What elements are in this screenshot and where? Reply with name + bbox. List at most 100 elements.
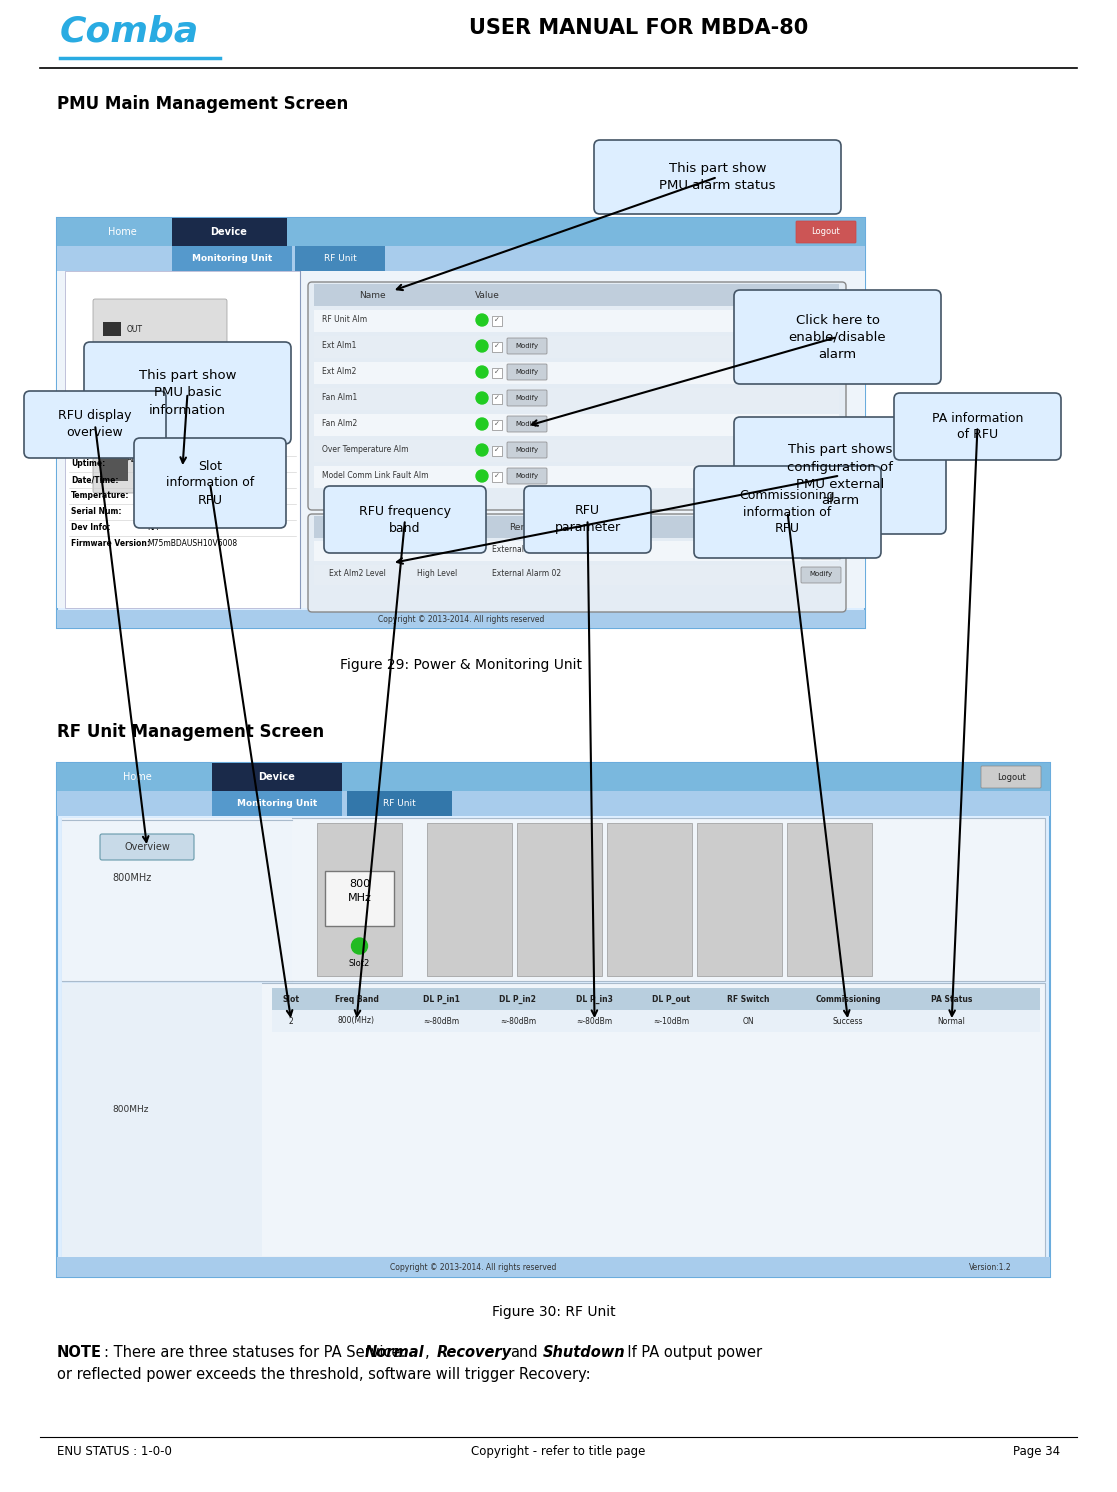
FancyBboxPatch shape [295,246,385,272]
Text: DL P_in1: DL P_in1 [422,995,459,1004]
FancyBboxPatch shape [507,468,547,483]
Text: NOTE: NOTE [57,1344,102,1361]
FancyBboxPatch shape [103,374,121,388]
Text: Value: Value [475,291,499,300]
Text: RFU display
overview: RFU display overview [58,409,132,440]
Text: mBDA: mBDA [147,443,171,452]
FancyBboxPatch shape [324,486,486,554]
Text: Overview: Overview [124,841,170,852]
FancyBboxPatch shape [491,421,502,430]
Text: OUT: OUT [127,324,143,334]
Text: Ext Alm1: Ext Alm1 [322,342,356,351]
Text: Home: Home [123,771,152,782]
Text: Temperature:: Temperature: [71,491,130,500]
FancyBboxPatch shape [212,791,342,816]
FancyBboxPatch shape [308,515,846,612]
FancyBboxPatch shape [314,363,839,383]
Text: 800: 800 [349,879,370,889]
FancyBboxPatch shape [607,824,693,976]
Text: Commissioning: Commissioning [815,995,880,1004]
FancyBboxPatch shape [491,446,502,457]
Text: ✓: ✓ [494,369,500,374]
Text: PA information
of RFU: PA information of RFU [932,412,1023,442]
FancyBboxPatch shape [57,762,1050,1277]
Text: ✓: ✓ [494,316,500,322]
Text: Copyright - refer to title page: Copyright - refer to title page [471,1444,646,1458]
Text: Home: Home [107,227,136,237]
FancyBboxPatch shape [84,342,292,445]
Text: High Level: High Level [417,570,457,579]
FancyBboxPatch shape [507,416,547,433]
Text: Click here to
enable/disable
alarm: Click here to enable/disable alarm [789,313,886,361]
Text: RF Unit: RF Unit [324,254,356,263]
Text: LAN: LAN [127,351,142,360]
Text: NA: NA [147,507,157,516]
Text: Normal: Normal [365,1344,424,1361]
Text: PMU Main Management Screen: PMU Main Management Screen [57,95,349,113]
FancyBboxPatch shape [273,1010,1040,1032]
Text: 800MHz: 800MHz [112,1106,149,1115]
Text: 39°C: 39°C [147,491,166,500]
FancyBboxPatch shape [894,392,1061,460]
Text: RFU
parameter: RFU parameter [554,504,621,534]
Text: Modify: Modify [515,473,538,479]
Text: Modify: Modify [515,395,538,401]
Text: Dev Model:: Dev Model: [71,443,120,452]
Text: Version:1.2: Version:1.2 [968,1262,1011,1271]
FancyBboxPatch shape [57,218,865,628]
Circle shape [352,938,367,953]
FancyBboxPatch shape [314,336,839,358]
Text: Serial Num:: Serial Num: [71,507,122,516]
FancyBboxPatch shape [101,442,128,480]
Circle shape [476,366,488,377]
FancyBboxPatch shape [314,413,839,436]
Text: ✓: ✓ [494,421,500,427]
Text: RF Switch: RF Switch [727,995,770,1004]
Text: NA: NA [147,524,157,533]
FancyBboxPatch shape [314,516,839,539]
FancyBboxPatch shape [63,818,292,982]
Text: High Level: High Level [417,546,457,555]
Text: External Alarm 02: External Alarm 02 [493,570,562,579]
Text: Figure 30: RF Unit: Figure 30: RF Unit [491,1306,615,1319]
FancyBboxPatch shape [65,272,300,609]
FancyBboxPatch shape [981,765,1041,788]
Text: Uptime:: Uptime: [71,460,105,468]
FancyBboxPatch shape [314,388,839,410]
Text: Fan Alm1: Fan Alm1 [322,394,357,403]
Circle shape [106,454,118,466]
FancyBboxPatch shape [734,416,946,534]
Text: This part shows
configuration of
PMU external
alarm: This part shows configuration of PMU ext… [787,443,892,507]
Text: and: and [510,1344,537,1361]
FancyBboxPatch shape [63,818,1046,982]
Circle shape [106,401,118,413]
Text: Freq Band: Freq Band [335,995,379,1004]
Text: Slot2: Slot2 [349,958,370,967]
Text: USER MANUAL FOR MBDA-80: USER MANUAL FOR MBDA-80 [469,18,808,37]
Text: ≈-80dBm: ≈-80dBm [576,1016,612,1025]
FancyBboxPatch shape [314,565,839,585]
FancyBboxPatch shape [507,442,547,458]
FancyBboxPatch shape [697,824,782,976]
Text: EXT_ALM: EXT_ALM [150,458,181,464]
FancyBboxPatch shape [57,246,865,272]
FancyBboxPatch shape [796,221,856,243]
FancyBboxPatch shape [134,439,286,528]
FancyBboxPatch shape [801,543,841,560]
Text: Commissioning
information of
RFU: Commissioning information of RFU [739,488,836,536]
FancyBboxPatch shape [801,567,841,583]
Text: 0:45:22 0/0/0: 0:45:22 0/0/0 [147,460,199,468]
FancyBboxPatch shape [314,542,839,561]
Text: Copyright © 2013-2014. All rights reserved: Copyright © 2013-2014. All rights reserv… [390,1262,556,1271]
Text: Logout: Logout [812,227,840,237]
Text: Firmware Version:: Firmware Version: [71,540,150,549]
FancyBboxPatch shape [594,140,841,213]
Text: Name: Name [359,291,385,300]
Text: Ext Alm2 Level: Ext Alm2 Level [328,570,385,579]
FancyBboxPatch shape [57,272,865,609]
FancyBboxPatch shape [101,834,194,859]
Text: Figure 29: Power & Monitoring Unit: Figure 29: Power & Monitoring Unit [340,658,582,671]
FancyBboxPatch shape [517,824,602,976]
Text: Remark: Remark [509,522,544,531]
Text: ,: , [424,1344,430,1361]
